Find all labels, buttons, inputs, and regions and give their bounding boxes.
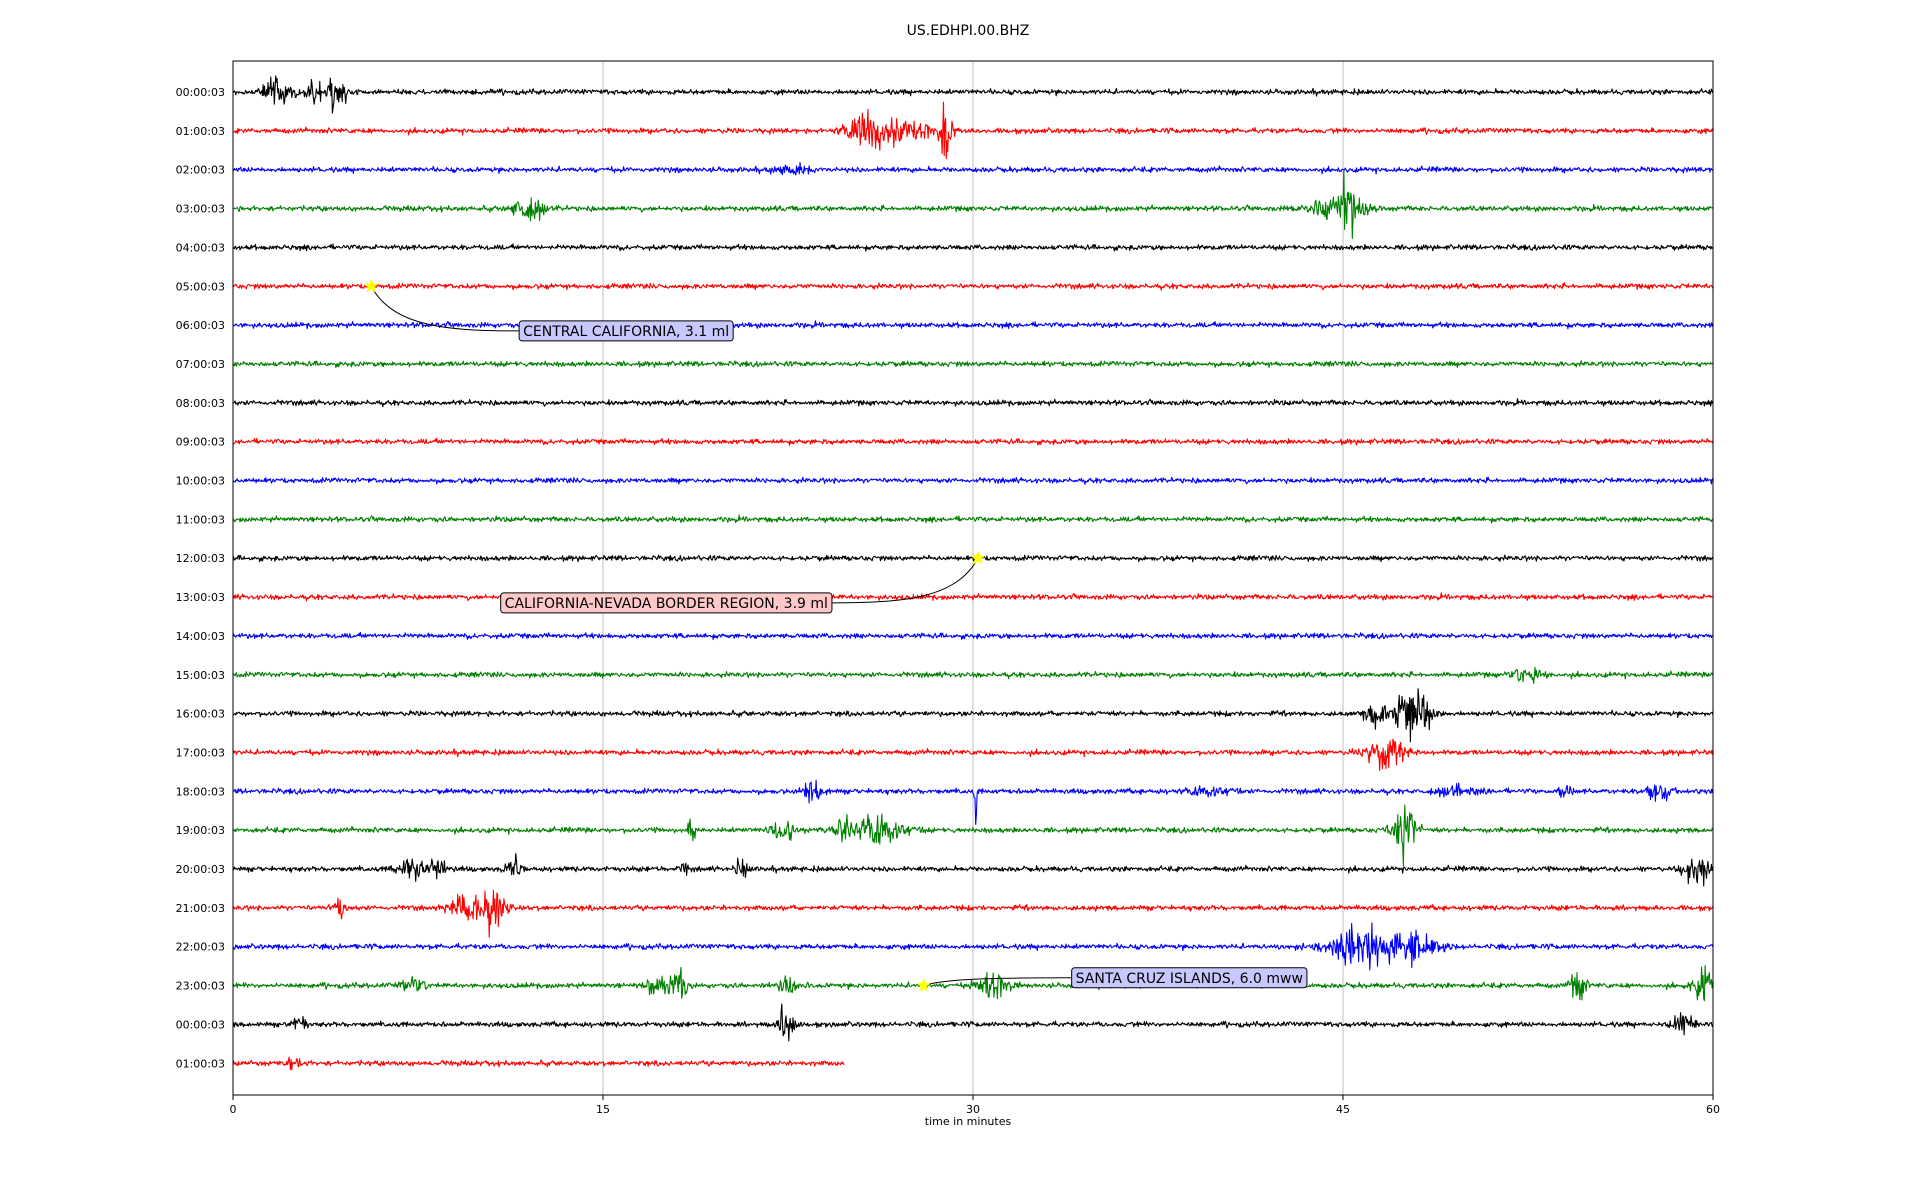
trace-row-12 [232,554,1714,563]
x-tick-label: 30 [966,1103,980,1116]
row-time-label: 05:00:03 [176,280,225,293]
trace-row-3 [232,170,1714,240]
trace-row-24 [232,1003,1714,1042]
row-time-label: 01:00:03 [176,125,225,138]
event-label-box [518,320,734,342]
event-connector [923,977,1072,987]
trace-row-22 [232,922,1714,971]
trace-row-8 [232,397,1714,408]
row-time-label: 15:00:03 [176,669,225,682]
trace-row-9 [232,437,1714,446]
row-time-label: 17:00:03 [176,746,225,759]
grid-lines [602,61,1344,1095]
row-time-label: 07:00:03 [176,358,225,371]
row-time-label: 13:00:03 [176,591,225,604]
row-time-label: 04:00:03 [176,241,225,254]
row-time-label: 21:00:03 [176,902,225,915]
trace-row-20 [232,852,1714,887]
trace-row-23 [232,965,1714,1002]
x-tick-label: 60 [1706,1103,1720,1116]
event-annotation: SANTA CRUZ ISLANDS, 6.0 mww [916,967,1308,992]
chart-title: US.EDHPI.00.BHZ [907,23,1030,39]
event-annotations: CENTRAL CALIFORNIA, 3.1 ml CALIFORNIA-NEV… [363,278,1308,992]
trace-row-2 [232,161,1714,176]
row-time-label: 00:00:03 [176,86,225,99]
event-star-marker [363,278,379,293]
row-time-label: 01:00:03 [176,1057,225,1070]
trace-row-1 [232,101,1714,160]
trace-row-11 [232,514,1714,524]
row-time-labels: 00:00:03 01:00:03 02:00:03 03:00:03 04:00:03… [176,86,225,1070]
row-time-label: 06:00:03 [176,319,225,332]
seismic-traces [232,75,1714,1071]
row-time-label: 20:00:03 [176,863,225,876]
event-connector [831,557,979,604]
trace-row-17 [232,738,1714,771]
row-time-label: 12:00:03 [176,552,225,565]
trace-row-19 [232,804,1714,867]
trace-row-4 [232,243,1714,252]
row-time-label: 11:00:03 [176,513,225,526]
x-tick-label: 45 [1336,1103,1350,1116]
trace-row-0 [232,75,1714,114]
event-label-box [500,592,833,614]
event-annotation: CALIFORNIA-NEVADA BORDER REGION, 3.9 ml [500,550,986,614]
x-tick-label: 15 [596,1103,610,1116]
trace-row-15 [232,666,1714,684]
event-label: CENTRAL CALIFORNIA, 3.1 ml [523,324,729,340]
x-axis-ticks: 0 15 30 45 60 [230,1095,1720,1116]
trace-row-13 [232,592,1713,602]
trace-row-21 [232,889,1714,938]
trace-row-10 [232,476,1714,485]
row-time-label: 00:00:03 [176,1018,225,1031]
row-time-label: 18:00:03 [176,785,225,798]
row-time-label: 08:00:03 [176,397,225,410]
row-time-label: 09:00:03 [176,436,225,449]
event-star-marker [970,550,986,565]
trace-row-7 [232,360,1714,368]
event-annotation: CENTRAL CALIFORNIA, 3.1 ml [363,278,734,342]
event-label-box [1071,967,1308,989]
row-time-label: 14:00:03 [176,630,225,643]
event-connector [370,286,520,332]
event-star-marker [916,977,931,992]
event-label: SANTA CRUZ ISLANDS, 6.0 mww [1076,971,1303,987]
row-time-label: 16:00:03 [176,708,225,721]
trace-row-6 [232,320,1714,330]
trace-row-14 [232,631,1713,641]
row-time-label: 19:00:03 [176,824,225,837]
event-label: CALIFORNIA-NEVADA BORDER REGION, 3.9 ml [505,596,828,612]
trace-row-5 [232,282,1714,291]
x-tick-label: 0 [230,1103,237,1116]
trace-row-18 [233,779,1714,825]
row-time-label: 23:00:03 [176,980,225,993]
trace-row-25 [232,1056,845,1071]
row-time-label: 10:00:03 [176,475,225,488]
row-time-label: 22:00:03 [176,941,225,954]
row-time-label: 03:00:03 [176,203,225,216]
row-time-label: 02:00:03 [176,164,225,177]
x-axis-label: time in minutes [925,1115,1012,1128]
trace-row-16 [232,688,1714,743]
